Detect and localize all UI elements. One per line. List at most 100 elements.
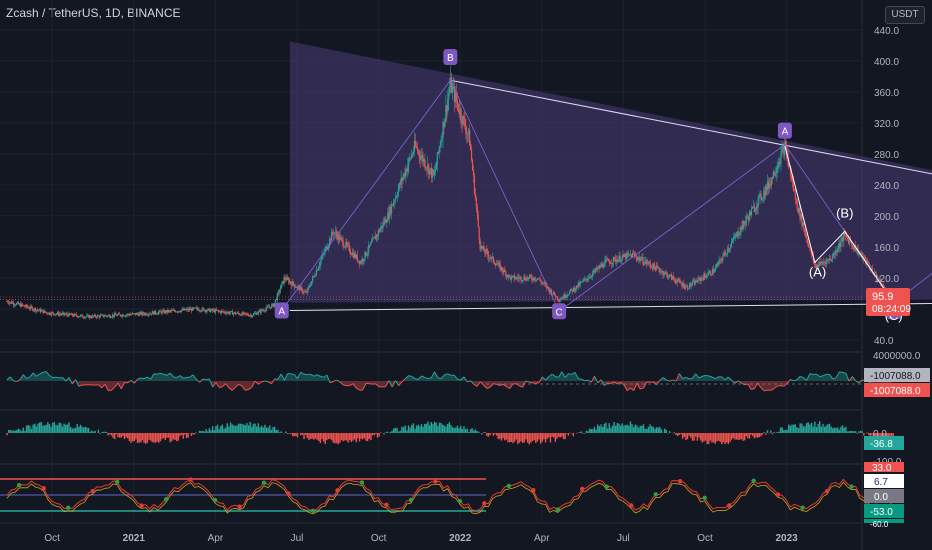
osc2-bar [538,433,540,440]
candle-body [151,313,153,315]
candle-body [459,109,461,115]
candle-body [71,313,73,315]
osc2-bar [809,424,811,433]
candle-body [435,164,437,170]
osc2-bar [140,433,142,443]
osc1-line [737,380,742,384]
candle-body [530,275,532,277]
candle-body [752,206,754,207]
candle-body [99,315,101,318]
candle-body [133,313,135,315]
osc2-bar [156,433,158,442]
osc2-bar [611,425,614,433]
osc2-bar [342,433,344,442]
candle-body [8,302,10,304]
candle-body [608,259,610,262]
osc2-bar [368,433,371,439]
osc2-bar [825,425,827,433]
osc2-bar [742,433,744,441]
osc2-bar [866,432,868,433]
candle-body [542,282,544,284]
candle-body [771,177,774,179]
candle-body [585,278,587,280]
osc1-line [310,373,315,377]
candle-body [278,291,280,293]
osc2-bar [517,433,519,445]
osc2-bar [393,428,395,433]
osc2-bar [331,433,333,441]
candle-body [321,254,323,259]
candle-body [650,266,653,268]
wave-marker-box [552,303,567,320]
abc-wave [784,146,895,304]
candle-body [176,311,179,313]
osc2-bar [53,421,56,433]
osc3-tag-1 [864,462,904,472]
osc2-bar [424,424,426,433]
osc2-bar [459,425,462,433]
candle-body [528,277,530,279]
osc2-bar [11,430,13,433]
osc2-bar [758,433,761,438]
currency-button[interactable]: USDT [885,6,925,24]
candle-body [471,160,474,171]
candle-body [429,169,431,175]
candle-body [855,250,857,252]
candle-body [266,306,268,309]
candle-body [498,262,500,264]
osc1-area [42,371,47,381]
candle-body [107,315,109,317]
osc2-bar [24,430,26,433]
osc2-bar [104,431,106,433]
candle-body [139,312,141,314]
osc2-bar [275,429,277,433]
osc1-area [88,381,92,385]
osc2-bar [293,433,295,437]
candle-body [268,306,270,308]
osc1-area [163,374,167,381]
osc1-line [169,372,174,378]
y-tick-label: 440.0 [874,26,899,37]
osc2-bar [533,433,535,441]
osc1-line [689,377,693,380]
osc2-bar [233,425,235,433]
osc2-bar [220,425,222,433]
candle-body [113,313,116,317]
osc1-line [313,374,318,377]
osc2-bar [786,429,788,433]
osc2-bar [334,433,336,444]
candle-body [727,248,729,254]
candle-body [645,260,647,262]
osc1-line [483,384,488,389]
osc2-bar [477,431,480,433]
candle-body [821,262,823,264]
osc2-bar [773,431,775,433]
osc2-bar [854,431,857,433]
osc1-line [541,376,546,381]
candle-body [317,267,319,271]
candle-body [13,302,15,305]
candle-body [208,308,210,310]
osc1-line [183,376,187,379]
osc1-line [205,378,210,381]
candle-body [663,274,665,275]
candle-body [724,252,726,254]
candle-body [422,155,424,163]
osc1-area [774,381,778,389]
osc2-bar [652,426,654,433]
candle-body [105,315,107,317]
candle-body [757,198,759,208]
candle-body [159,310,161,312]
osc1-line [535,382,540,384]
osc1-line [845,373,850,382]
oscillator-2-pane [6,421,894,445]
candle-body [48,312,50,315]
osc2-bar [267,427,269,433]
candle-body [848,240,851,244]
osc1-line [195,379,200,383]
candle-body [280,284,282,289]
candle-body [744,223,746,225]
candle-body [217,310,219,312]
candle-body [875,273,877,277]
